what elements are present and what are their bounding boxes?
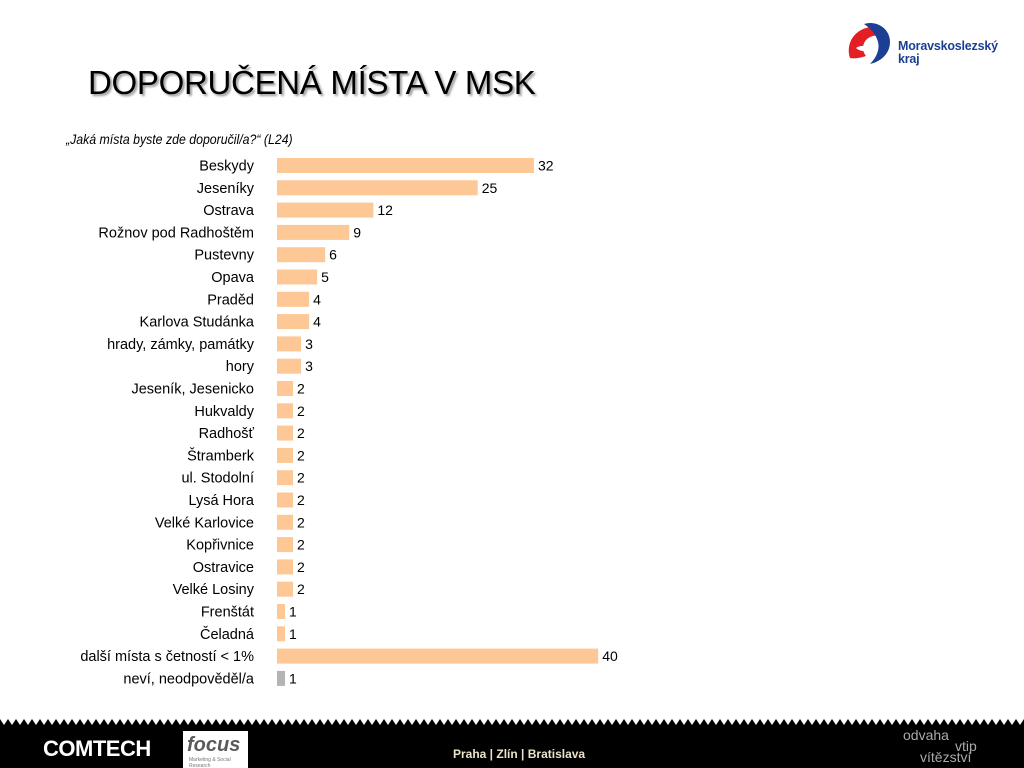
bar-15 <box>277 492 294 508</box>
bar-16 <box>277 514 294 530</box>
bar-5 <box>277 269 318 285</box>
category-label-10: Jeseník, Jesenicko <box>131 382 254 398</box>
bar-21 <box>277 626 286 642</box>
bar-22 <box>277 648 599 664</box>
bar-13 <box>277 447 294 463</box>
category-label-13: Štramberk <box>187 447 255 464</box>
value-label-9: 3 <box>305 358 313 374</box>
value-label-23: 1 <box>289 670 297 686</box>
value-label-8: 3 <box>305 336 313 352</box>
moravskoslezsky-kraj-logo: Moravskoslezský kraj <box>840 18 1010 74</box>
footer-bar: COMTECH focus Marketing & Social Researc… <box>0 716 1024 768</box>
category-label-0: Beskydy <box>199 159 255 175</box>
bar-3 <box>277 224 350 240</box>
footer-zigzag-edge <box>0 716 1024 725</box>
category-label-22: další místa s četností < 1% <box>80 649 254 665</box>
focus-logo: focus Marketing & Social Research <box>183 731 248 768</box>
region-emblem-icon <box>848 22 890 64</box>
bar-17 <box>277 537 294 553</box>
footer-cities: Praha | Zlín | Bratislava <box>453 747 586 761</box>
bar-23 <box>277 670 286 686</box>
value-label-0: 32 <box>538 158 554 174</box>
value-label-13: 2 <box>297 447 305 463</box>
slogan-word-3: vítězství <box>920 749 972 765</box>
bar-19 <box>277 581 294 597</box>
value-label-12: 2 <box>297 425 305 441</box>
category-label-4: Pustevny <box>194 248 254 264</box>
category-label-9: hory <box>226 359 255 375</box>
bar-18 <box>277 559 294 575</box>
bar-12 <box>277 425 294 441</box>
value-label-20: 1 <box>289 604 297 620</box>
value-label-16: 2 <box>297 514 305 530</box>
logo-text-line1: Moravskoslezský <box>898 39 998 53</box>
bar-8 <box>277 336 302 352</box>
value-label-21: 1 <box>289 626 297 642</box>
value-label-19: 2 <box>297 581 305 597</box>
focus-logo-subtitle: Marketing & Social Research <box>189 757 231 768</box>
category-label-16: Velké Karlovice <box>155 515 254 531</box>
value-label-10: 2 <box>297 381 305 397</box>
bar-7 <box>277 314 310 330</box>
category-label-8: hrady, zámky, památky <box>107 337 255 353</box>
bar-6 <box>277 291 310 307</box>
value-label-7: 4 <box>313 314 321 330</box>
bar-9 <box>277 358 302 374</box>
bar-20 <box>277 604 286 619</box>
focus-logo-text: focus <box>187 734 241 756</box>
bar-1 <box>277 180 478 196</box>
logo-text: Moravskoslezský kraj <box>898 40 998 66</box>
category-label-20: Frenštát <box>201 605 254 621</box>
value-label-5: 5 <box>321 269 329 285</box>
value-label-22: 40 <box>602 648 618 664</box>
category-label-18: Ostravice <box>193 560 254 576</box>
category-label-6: Praděd <box>207 292 254 308</box>
value-label-18: 2 <box>297 559 305 575</box>
value-label-1: 25 <box>482 180 498 196</box>
bar-2 <box>277 202 374 218</box>
comtech-logo: COMTECH <box>43 736 151 761</box>
category-label-7: Karlova Studánka <box>140 315 255 331</box>
category-label-15: Lysá Hora <box>188 493 254 509</box>
value-label-2: 12 <box>377 202 393 218</box>
page-title: DOPORUČENÁ MÍSTA V MSK <box>88 64 536 101</box>
value-label-14: 2 <box>297 470 305 486</box>
bar-14 <box>277 470 294 486</box>
bar-0 <box>277 158 534 173</box>
category-label-1: Jeseníky <box>197 181 255 197</box>
value-label-17: 2 <box>297 537 305 553</box>
value-label-11: 2 <box>297 403 305 419</box>
value-label-15: 2 <box>297 492 305 508</box>
category-label-2: Ostrava <box>203 203 255 219</box>
category-label-17: Kopřivnice <box>186 538 254 554</box>
bar-4 <box>277 247 326 263</box>
bar-10 <box>277 381 294 396</box>
category-label-14: ul. Stodolní <box>181 471 254 487</box>
bar-11 <box>277 403 294 419</box>
slogan-word-1: odvaha <box>903 727 949 743</box>
category-label-23: neví, neodpověděl/a <box>123 671 255 687</box>
slogan-word-2: vtip <box>955 738 977 754</box>
survey-question: „Jaká místa byste zde doporučil/a?“ (L24… <box>66 131 293 147</box>
value-label-4: 6 <box>329 247 337 263</box>
value-label-3: 9 <box>353 224 361 240</box>
category-label-19: Velké Losiny <box>173 582 255 598</box>
category-label-12: Radhošť <box>199 426 255 442</box>
category-label-21: Čeladná <box>200 626 255 643</box>
value-label-6: 4 <box>313 291 321 307</box>
category-label-11: Hukvaldy <box>194 404 254 420</box>
category-label-3: Rožnov pod Radhoštěm <box>98 225 254 241</box>
category-label-5: Opava <box>211 270 255 286</box>
logo-text-line2: kraj <box>898 52 920 66</box>
